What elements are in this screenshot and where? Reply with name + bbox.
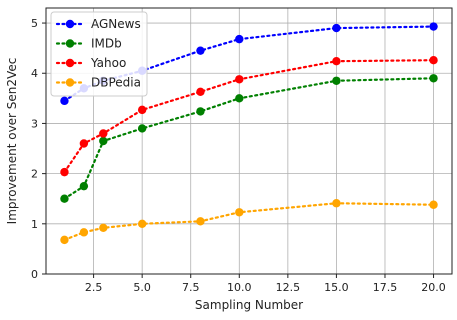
data-point-agnews [235, 34, 244, 44]
data-point-imdb [235, 94, 244, 103]
x-tick-label: 12.5 [276, 281, 301, 294]
legend-item-dbpedia: DBPedia [55, 76, 141, 90]
x-tick-label: 5.0 [133, 281, 151, 294]
x-tick-label: 7.5 [182, 281, 200, 294]
data-point-dbpedia [429, 200, 438, 209]
x-axis-label: Sampling Number [195, 298, 303, 312]
data-point-yahoo [196, 87, 205, 97]
data-point-dbpedia [332, 199, 341, 208]
x-tick-label: 17.5 [373, 281, 398, 294]
data-point-imdb [60, 194, 69, 203]
data-point-agnews [332, 23, 341, 33]
x-tick-label: 2.5 [85, 281, 103, 294]
y-tick-label: 5 [31, 17, 38, 30]
x-tick-label: 20.0 [421, 281, 446, 294]
legend-marker-dbpedia [65, 78, 75, 87]
data-point-imdb [99, 136, 108, 146]
data-point-yahoo [99, 129, 108, 138]
data-point-yahoo [137, 105, 147, 115]
legend-marker-agnews [65, 19, 75, 29]
data-point-agnews [196, 46, 205, 55]
legend-item-imdb: IMDb [55, 37, 122, 51]
legend-label-agnews: AGNews [91, 17, 141, 31]
legend-box [50, 11, 148, 97]
y-tick-label: 3 [31, 117, 38, 130]
data-point-dbpedia [99, 223, 108, 233]
y-tick-label: 1 [31, 218, 38, 231]
data-point-yahoo [332, 57, 341, 66]
data-point-yahoo [429, 55, 438, 65]
series-dbpedia [60, 199, 438, 245]
y-tick-label: 0 [31, 268, 38, 281]
legend-label-dbpedia: DBPedia [91, 76, 141, 90]
data-point-dbpedia [137, 219, 147, 229]
data-point-imdb [196, 107, 205, 116]
data-point-agnews [60, 96, 69, 106]
legend: AGNews IMDb Yahoo DBPedia [50, 11, 148, 97]
legend-marker-imdb [65, 39, 75, 48]
x-tick-label: 15.0 [324, 281, 349, 294]
series-line-imdb [63, 77, 435, 200]
legend-item-yahoo: Yahoo [55, 56, 126, 70]
plot-area-frame [45, 7, 453, 275]
data-point-yahoo [60, 167, 69, 177]
data-point-imdb [429, 74, 438, 83]
legend-label-yahoo: Yahoo [90, 56, 126, 70]
data-point-yahoo [79, 139, 89, 148]
data-point-dbpedia [235, 208, 244, 217]
data-point-dbpedia [60, 235, 69, 245]
tick-layer: 2.5 5.0 7.5 10.0 12.5 15.0 17.5 20.0 0 1 2 3 4 5 [31, 17, 446, 294]
legend-item-agnews: AGNews [55, 17, 141, 31]
data-point-imdb [332, 76, 341, 85]
data-point-imdb [79, 181, 89, 191]
y-axis-label: Improvement over Sen2Vec [5, 58, 19, 225]
series-imdb [60, 74, 438, 203]
y-tick-label: 4 [31, 67, 38, 80]
legend-label-imdb: IMDb [91, 37, 122, 51]
y-tick-label: 2 [31, 168, 38, 181]
data-point-yahoo [235, 75, 244, 84]
data-point-dbpedia [79, 228, 89, 237]
data-point-agnews [429, 22, 438, 31]
x-tick-label: 10.0 [227, 281, 252, 294]
data-point-dbpedia [196, 217, 205, 226]
series-yahoo [60, 55, 438, 177]
data-point-imdb [137, 124, 147, 133]
legend-marker-yahoo [65, 58, 75, 68]
